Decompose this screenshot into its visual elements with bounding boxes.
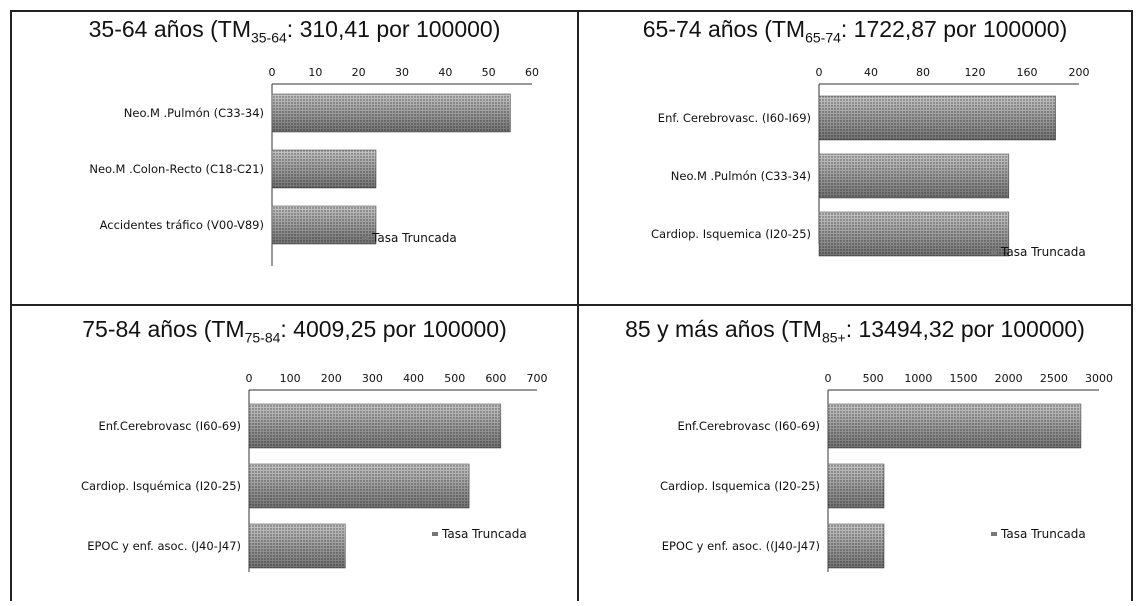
bar-shading xyxy=(272,150,376,188)
chart-panel-75-84: 75-84 años (TM75-84: 4009,25 por 100000)… xyxy=(12,306,577,601)
legend-swatch xyxy=(991,250,997,254)
chart-panel-35-64: 35-64 años (TM35-64: 310,41 por 100000) … xyxy=(12,12,577,304)
bar-shading xyxy=(819,212,1009,256)
x-tick-label: 400 xyxy=(403,372,424,385)
category-label: Cardiop. Isquemica (I20-25) xyxy=(660,479,820,493)
legend-label: Tasa Truncada xyxy=(441,527,527,541)
x-tick-label: 0 xyxy=(816,66,823,79)
x-tick-label: 0 xyxy=(825,372,832,385)
bar-shading xyxy=(272,206,376,244)
bar-chart-35-64: 0 10 20 30 40 50 60 Neo.M .Pulmón (C33-34) Neo.M… xyxy=(89,66,539,266)
x-tick-label: 3000 xyxy=(1085,372,1113,385)
category-label: Neo.M .Colon-Recto (C18-C21) xyxy=(89,162,264,176)
bar-shading xyxy=(828,524,885,568)
x-tick-label: 200 xyxy=(321,372,342,385)
category-label: Neo.M .Pulmón (C33-34) xyxy=(671,169,811,183)
legend-swatch xyxy=(362,236,368,240)
legend-label: Tasa Truncada xyxy=(371,231,457,245)
frame-left xyxy=(10,10,12,601)
bar-chart-75-84: 0 100 200 300 400 500 600 700 Enf.Cerebrovasc (I… xyxy=(81,372,548,572)
x-tick-label: 1000 xyxy=(904,372,932,385)
x-tick-label: 100 xyxy=(280,372,301,385)
x-tick-label: 50 xyxy=(482,66,496,79)
bar-shading xyxy=(819,96,1056,140)
chart-title-35-64: 35-64 años (TM35-64: 310,41 por 100000) xyxy=(88,16,501,46)
legend-label: Tasa Truncada xyxy=(1000,527,1086,541)
x-tick-label: 300 xyxy=(362,372,383,385)
x-tick-label: 60 xyxy=(525,66,539,79)
frame-vertical-divider xyxy=(577,10,579,601)
legend-swatch xyxy=(432,532,438,536)
x-tick-label: 2000 xyxy=(995,372,1023,385)
frame-top xyxy=(10,10,1132,12)
category-label: Accidentes tráfico (V00-V89) xyxy=(100,218,264,232)
category-label: Neo.M .Pulmón (C33-34) xyxy=(124,106,264,120)
chart-title-85-plus: 85 y más años (TM85+: 13494,32 por 10000… xyxy=(625,316,1085,346)
x-tick-label: 500 xyxy=(863,372,884,385)
x-tick-label: 1500 xyxy=(950,372,978,385)
frame-middle xyxy=(10,304,1132,306)
x-tick-label: 120 xyxy=(965,66,986,79)
x-tick-label: 20 xyxy=(352,66,366,79)
x-tick-label: 200 xyxy=(1069,66,1090,79)
x-tick-label: 160 xyxy=(1017,66,1038,79)
x-tick-label: 700 xyxy=(527,372,548,385)
bar-shading xyxy=(249,464,470,508)
chart-panel-85-plus: 85 y más años (TM85+: 13494,32 por 10000… xyxy=(579,306,1131,601)
category-label: Enf.Cerebrovasc (I60-69) xyxy=(99,419,242,433)
chart-panel-65-74: 65-74 años (TM65-74: 1722,87 por 100000)… xyxy=(579,12,1131,304)
category-label: Cardiop. Isquemica (I20-25) xyxy=(651,227,811,241)
legend-swatch xyxy=(991,532,997,536)
x-tick-label: 0 xyxy=(269,66,276,79)
category-label: EPOC y enf. asoc. ((J40-J47) xyxy=(662,539,820,553)
category-label: EPOC y enf. asoc. (J40-J47) xyxy=(87,539,241,553)
x-tick-label: 500 xyxy=(444,372,465,385)
x-tick-label: 10 xyxy=(308,66,322,79)
bar-shading xyxy=(819,154,1009,198)
bar-shading xyxy=(249,404,501,448)
chart-title-75-84: 75-84 años (TM75-84: 4009,25 por 100000) xyxy=(82,316,507,346)
bar-shading xyxy=(828,464,885,508)
x-tick-label: 600 xyxy=(485,372,506,385)
category-label: Enf.Cerebrovasc (I60-69) xyxy=(678,419,821,433)
frame-right xyxy=(1131,10,1133,601)
legend-label: Tasa Truncada xyxy=(1000,245,1086,259)
category-label: Cardiop. Isquémica (I20-25) xyxy=(81,479,241,493)
x-tick-label: 0 xyxy=(246,372,253,385)
category-label: Enf. Cerebrovasc. (I60-I69) xyxy=(658,111,811,125)
bar-chart-65-74: 0 40 80 120 160 200 Enf. Cerebrovasc. (I60-I69… xyxy=(651,66,1090,259)
x-tick-label: 30 xyxy=(395,66,409,79)
bar-shading xyxy=(249,524,346,568)
bar-shading xyxy=(272,94,511,132)
x-tick-label: 2500 xyxy=(1040,372,1068,385)
x-tick-label: 80 xyxy=(916,66,930,79)
x-tick-label: 40 xyxy=(864,66,878,79)
x-tick-label: 40 xyxy=(438,66,452,79)
chart-title-65-74: 65-74 años (TM65-74: 1722,87 por 100000) xyxy=(642,16,1068,46)
bar-chart-85-plus: 0 500 1000 1500 2000 2500 3000 Enf.Cerebrovasc … xyxy=(660,372,1113,572)
bar-shading xyxy=(828,404,1081,448)
